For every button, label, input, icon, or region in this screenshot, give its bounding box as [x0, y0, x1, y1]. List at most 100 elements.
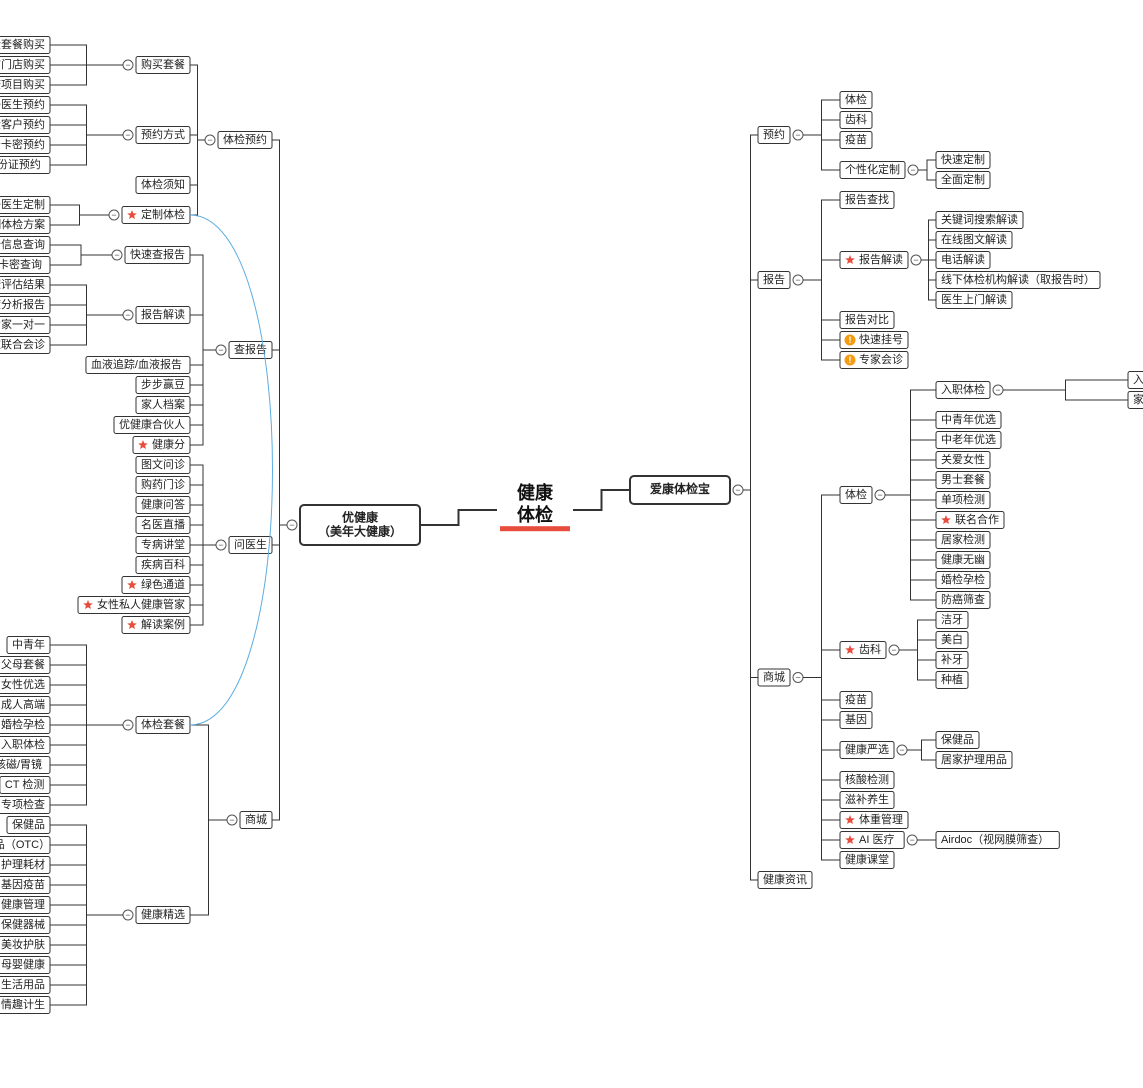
node-label-L1_4a3: 女性优选 [1, 677, 45, 691]
node-label-R1_2: 报告 [763, 272, 785, 286]
svg-text:爱康体检宝: 爱康体检宝 [650, 481, 710, 496]
node-label-L1_3d: 名医直播 [141, 517, 185, 531]
node-label-R1_3e: 健康严选 [845, 742, 889, 756]
svg-text:−: − [795, 275, 800, 285]
node-label-R1_3a3: 中老年优选 [941, 432, 996, 446]
node-label-L1_3f: 疾病百科 [141, 557, 185, 571]
node-label-L1_1d: 定制体检 [141, 207, 185, 221]
node-label-R1_3h: 体重管理 [859, 812, 903, 826]
svg-text:−: − [735, 485, 740, 495]
node-label-L1_4b1: 保健品 [12, 817, 45, 831]
svg-text:−: − [111, 210, 116, 220]
node-label-R1_3b: 齿科 [859, 642, 881, 656]
node-label-R1_3e2: 居家护理用品 [941, 752, 1007, 766]
node-label-L1_1d2: 1对1定制体检方案 [0, 217, 45, 231]
node-label-L1_2b3: 专家一对一 [0, 317, 45, 331]
node-label-R1_2b: 报告解读 [859, 252, 903, 266]
node-label-L1_3a: 图文问诊 [141, 457, 185, 471]
node-label-L1_4a2: 父母套餐 [1, 657, 45, 671]
node-label-R1_2b3: 电话解读 [941, 252, 985, 266]
node-label-L1_4b10: 情趣计生 [1, 997, 45, 1011]
node-label-R1_3d: 基因 [845, 713, 867, 726]
node-label-R1_3i1: Airdoc（视网膜筛查） [941, 832, 1049, 846]
node-label-R1_3g: 滋补养生 [845, 792, 889, 806]
node-label-L1_2b2: 个人健康风险深度分析报告 [0, 297, 45, 311]
node-label-L1_3: 问医生 [234, 537, 267, 551]
svg-text:−: − [207, 135, 212, 145]
ref-link [190, 215, 273, 725]
node-label-R1_3: 商城 [763, 669, 785, 683]
node-label-L1_4b7: 美妆护肤 [1, 937, 45, 951]
node-label-L1_2e: 家人档案 [141, 397, 185, 411]
svg-text:−: − [125, 60, 130, 70]
node-label-R1_2b1: 关键词搜索解读 [941, 212, 1018, 226]
node-label-L1_2b1: 个人健康评估结果 [0, 277, 45, 291]
node-label-R1_3a: 体检 [845, 487, 867, 501]
svg-text:!: ! [849, 335, 852, 345]
node-label-R1_3a6: 单项检测 [941, 492, 985, 506]
svg-text:−: − [795, 672, 800, 682]
node-label-L1_3h: 女性私人健康管家 [97, 597, 185, 611]
node-label-L1_4b9: 生活用品 [1, 977, 45, 991]
svg-text:体检: 体检 [517, 504, 553, 525]
svg-text:−: − [899, 745, 904, 755]
node-label-L1_2f: 优健康合伙人 [119, 417, 185, 431]
node-label-L1_4b3: 护理耗材 [1, 857, 45, 871]
svg-text:−: − [125, 310, 130, 320]
svg-text:−: − [795, 130, 800, 140]
node-label-L1_2b4: 多学科专家联合会诊 [0, 337, 45, 351]
node-label-R1_1d: 个性化定制 [845, 162, 900, 176]
node-label-L1_2a1: 身份信息查询 [0, 237, 45, 251]
node-label-R1_3e1: 保健品 [941, 732, 974, 746]
node-label-L1_4a8: CT 检测 [5, 777, 45, 791]
node-label-L1_1b2: 企业大客户预约 [0, 117, 45, 131]
svg-text:−: − [891, 645, 896, 655]
node-label-L1_4a1: 中青年 [12, 637, 45, 651]
node-label-L1_4a5: 婚检孕检 [1, 717, 45, 731]
node-label-R1_1a: 体检 [845, 92, 867, 106]
svg-text:−: − [218, 540, 223, 550]
node-label-R1_3a1a: 入职无忧套餐 [1133, 372, 1143, 386]
node-label-L1_4b2: 中西药品（OTC） [0, 838, 50, 851]
node-label-R1_2b4: 线下体检机构解读（取报告时） [941, 272, 1095, 286]
svg-text:健康: 健康 [517, 482, 554, 503]
node-label-R1_3b2: 美白 [941, 632, 963, 646]
node-label-L1_4a6: 入职体检 [1, 737, 45, 751]
svg-text:−: − [114, 250, 119, 260]
node-label-R1_1c: 疫苗 [845, 132, 867, 146]
node-label-R1_3f: 核酸检测 [845, 772, 889, 786]
svg-text:!: ! [849, 355, 852, 365]
node-label-R1_3a1: 入职体检 [941, 382, 985, 396]
svg-text:−: − [913, 255, 918, 265]
svg-text:−: − [218, 345, 223, 355]
node-label-L1_2d: 步步赢豆 [141, 377, 185, 391]
node-label-R1_3a1b: 家政保姆套餐 [1133, 392, 1143, 406]
node-label-R1_3c: 疫苗 [845, 692, 867, 706]
node-label-L1_1c: 体检须知 [141, 177, 185, 191]
node-label-R1_1b: 齿科 [845, 112, 867, 126]
node-label-L1_2b: 报告解读 [141, 307, 185, 321]
node-label-R1_2b5: 医生上门解读 [941, 292, 1007, 306]
node-label-R1_3b3: 补牙 [941, 653, 963, 666]
node-label-L1_1: 体检预约 [223, 132, 267, 146]
node-label-L1_1a: 购买套餐 [141, 57, 185, 71]
node-label-L1_3e: 专病讲堂 [141, 537, 185, 551]
node-label-L1_2a: 快速查报告 [130, 247, 185, 261]
node-label-L1_3g: 绿色通道 [141, 577, 185, 591]
node-label-R1_1d1: 快速定制 [941, 152, 985, 166]
node-label-R1_1d2: 全面定制 [941, 172, 985, 186]
node-label-R1_3a10: 婚检孕检 [941, 572, 985, 586]
node-label-R1_4: 健康资讯 [763, 872, 807, 886]
svg-text:−: − [289, 520, 294, 530]
node-label-L1_4b6: 保健器械 [1, 917, 45, 931]
node-label-L1_4: 商城 [245, 812, 267, 826]
node-label-L1_4a4: 成人高端 [1, 697, 45, 711]
node-label-R1_3a5: 男士套餐 [941, 472, 985, 486]
svg-text:−: − [229, 815, 234, 825]
node-label-R1_3a4: 关爱女性 [941, 452, 985, 466]
node-label-L1_2g: 健康分 [152, 437, 185, 451]
node-label-L1_1a3: 按检查项目购买 [0, 77, 45, 91]
node-label-R1_2e: 专家会诊 [859, 352, 903, 366]
node-label-R1_2b2: 在线图文解读 [941, 232, 1007, 246]
node-label-R1_3b1: 洁牙 [941, 613, 963, 626]
